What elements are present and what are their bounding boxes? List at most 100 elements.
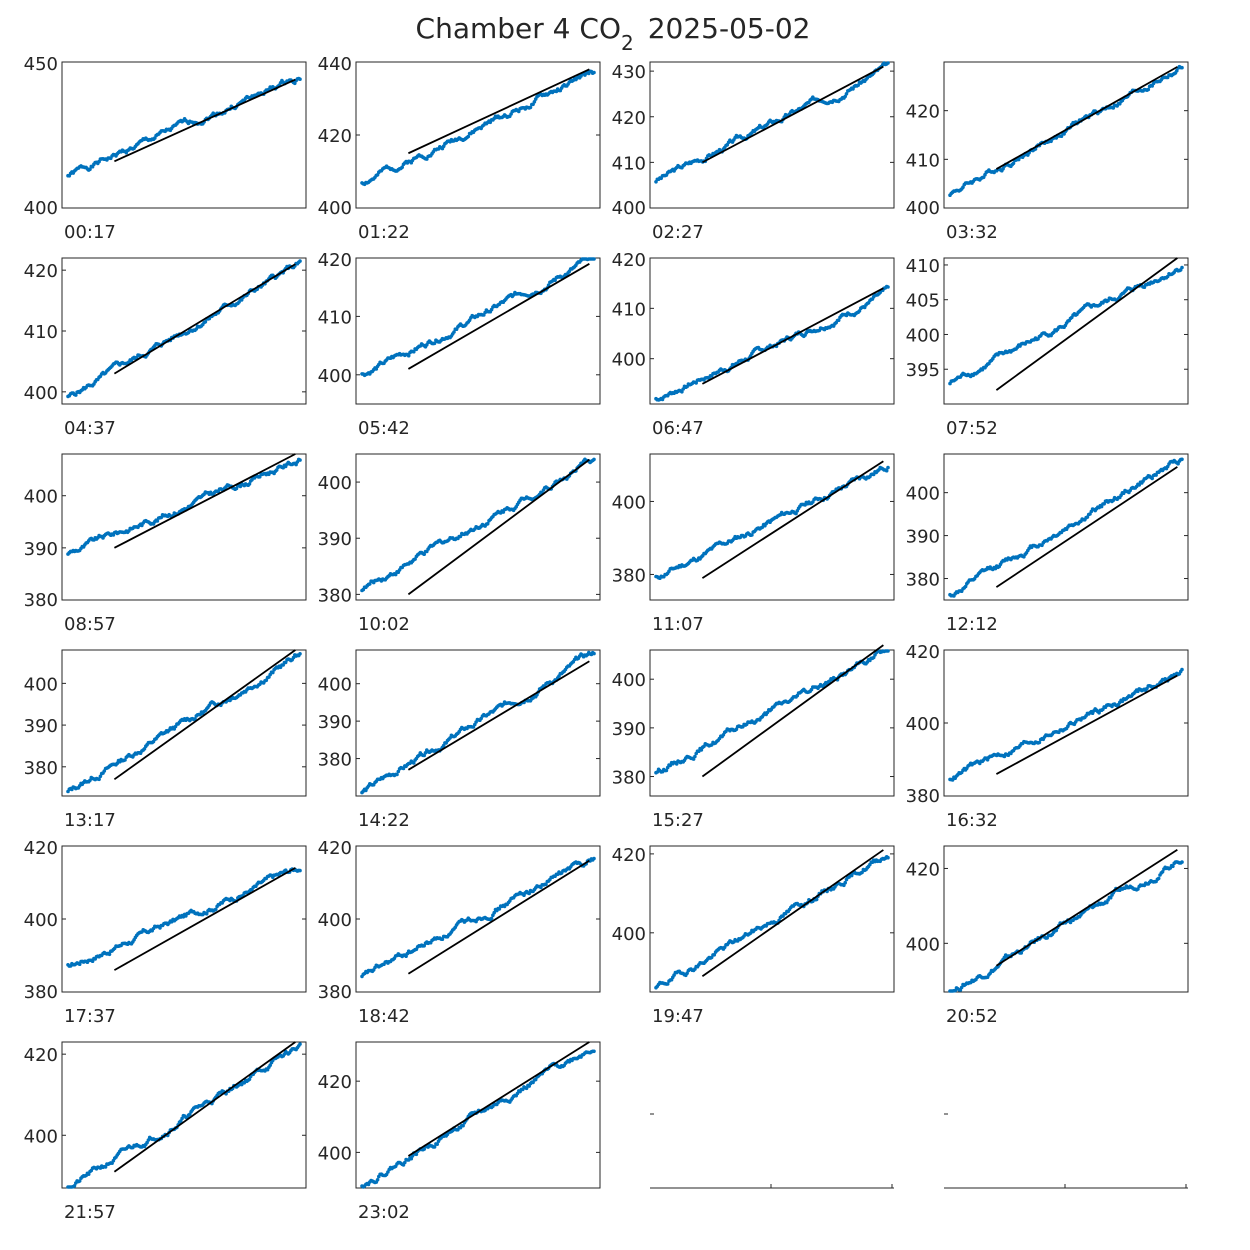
data-point	[1180, 265, 1184, 270]
data-point	[950, 778, 955, 782]
y-tick-label: 410	[612, 299, 646, 320]
y-tick-label: 380	[24, 982, 58, 1003]
data-point	[857, 309, 862, 313]
data-point	[98, 774, 103, 779]
data-point	[712, 953, 717, 957]
panel-grid: 400 450 00:17 400 420 440 01:22 400 410 420 430 02:…	[24, 54, 1189, 1223]
panel-time-label: 19:47	[652, 1006, 704, 1027]
data-point	[485, 521, 490, 526]
data-point	[1180, 860, 1184, 864]
fit-line	[701, 65, 884, 164]
panel-21: 400 420 21:57	[24, 1041, 307, 1223]
data-point	[432, 341, 437, 346]
data-point	[592, 457, 596, 462]
fit-line	[408, 68, 590, 155]
data-point	[1019, 951, 1024, 955]
panel-time-label: 10:02	[358, 614, 410, 635]
data-point	[492, 910, 497, 915]
y-tick-label: 400	[318, 198, 352, 219]
data-point	[77, 1179, 82, 1183]
panel-10: 380 390 400 10:02	[318, 453, 601, 635]
data-point	[750, 533, 754, 537]
y-tick-label: 420	[318, 1072, 352, 1093]
figure-title: Chamber 4 CO2 2025-05-02	[416, 12, 811, 55]
panel-19: 400 420 19:47	[612, 845, 895, 1027]
data-point	[544, 882, 548, 887]
y-tick-label: 400	[906, 484, 940, 505]
data-point	[963, 584, 968, 589]
fit-line	[113, 867, 296, 971]
data-point	[681, 387, 685, 391]
data-point	[298, 652, 302, 656]
data-point	[844, 92, 849, 96]
data-point	[432, 1145, 437, 1149]
data-point	[592, 70, 596, 75]
y-tick-label: 390	[906, 527, 940, 548]
data-point	[298, 259, 302, 263]
y-tick-label: 400	[612, 198, 646, 219]
y-tick-label: 400	[24, 383, 58, 404]
y-tick-label: 410	[612, 153, 646, 174]
panel-time-label: 15:27	[652, 810, 704, 831]
data-point	[193, 717, 197, 721]
data-point	[247, 1077, 252, 1081]
panel-time-label: 06:47	[652, 418, 704, 439]
panel-time-label: 18:42	[358, 1006, 410, 1027]
fit-line	[113, 263, 296, 375]
plot-frame	[61, 845, 307, 993]
y-tick-label: 410	[24, 322, 58, 343]
data-point	[849, 873, 854, 878]
y-tick-label: 390	[318, 529, 352, 550]
y-tick-label: 420	[612, 250, 646, 271]
y-tick-label: 380	[318, 982, 352, 1003]
data-point	[1171, 864, 1175, 869]
plot-frame	[649, 61, 895, 209]
y-tick-label: 420	[906, 102, 940, 123]
plot-frame	[355, 649, 601, 797]
panel-4: 400 410 420 03:32	[906, 61, 1189, 243]
y-tick-label: 380	[906, 570, 940, 591]
y-tick-label: 395	[906, 360, 940, 381]
y-tick-label: 420	[24, 1045, 58, 1066]
fit-line	[407, 1041, 590, 1157]
data-point	[1175, 68, 1179, 73]
y-tick-label: 380	[318, 750, 352, 771]
y-tick-label: 400	[906, 714, 940, 735]
y-tick-label: 390	[24, 539, 58, 560]
data-point	[699, 748, 704, 752]
plot-frame	[61, 649, 307, 797]
data-point	[592, 257, 596, 261]
data-point	[368, 582, 372, 586]
data-point	[592, 856, 596, 861]
panel-18: 380 400 420 18:42	[318, 838, 601, 1027]
data-point	[748, 931, 753, 935]
data-point	[298, 77, 302, 81]
plot-frame	[355, 453, 601, 601]
data-point	[1037, 740, 1042, 745]
data-point	[592, 1049, 596, 1054]
y-tick-label: 420	[906, 859, 940, 880]
y-tick-label: 400	[612, 924, 646, 945]
data-point	[375, 1178, 380, 1182]
data-point	[88, 167, 92, 171]
plot-frame	[61, 453, 307, 601]
panel-time-label: 14:22	[358, 810, 410, 831]
data-point	[298, 458, 302, 462]
data-point	[440, 937, 445, 941]
data-point	[72, 1184, 77, 1188]
data-point	[959, 985, 964, 990]
panel-13: 380 390 400 13:17	[24, 649, 307, 831]
fit-line	[407, 458, 590, 596]
y-tick-label: 450	[24, 54, 58, 75]
panel-11: 380 400 11:07	[612, 453, 895, 635]
y-tick-label: 400	[906, 325, 940, 346]
data-point	[422, 552, 427, 556]
data-point	[86, 1172, 91, 1176]
y-tick-label: 400	[24, 674, 58, 695]
plot-frame	[61, 61, 307, 209]
plot-frame	[649, 453, 895, 601]
fit-line	[407, 859, 590, 975]
panel-22: 400 420 23:02	[318, 1041, 601, 1223]
panel-17: 380 400 420 17:37	[24, 838, 307, 1027]
